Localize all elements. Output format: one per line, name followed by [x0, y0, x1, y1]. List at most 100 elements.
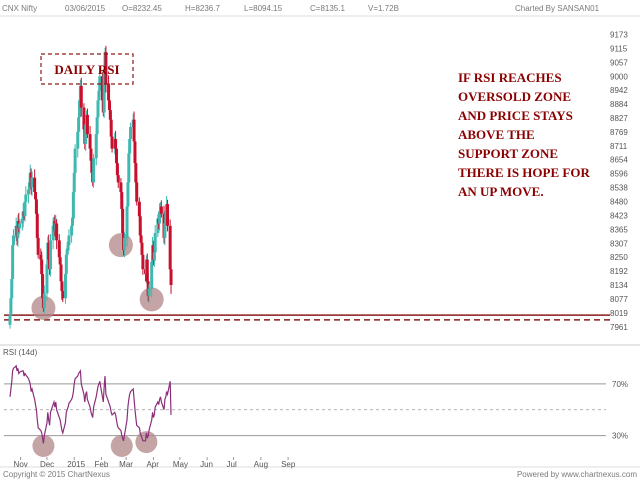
candle-body — [90, 160, 94, 173]
rsi-level-label: 30% — [612, 432, 628, 441]
month-tick-label: Feb — [95, 460, 109, 469]
candle-body — [18, 223, 22, 229]
candle-body — [51, 225, 55, 241]
price-axis: 9173 9115 9057 9000 8942 8884 8827 8769 8711 8654… — [610, 31, 628, 332]
candle-body — [109, 119, 113, 137]
candle-body — [8, 315, 12, 325]
candle-body — [66, 245, 70, 250]
candle-body — [70, 225, 74, 236]
price-tick-label: 8307 — [610, 239, 628, 248]
month-tick-label: Jul — [227, 460, 237, 469]
candle-body — [104, 52, 108, 84]
month-tick-label: Sep — [281, 460, 296, 469]
candle-body — [150, 262, 154, 289]
footer-powered: Powered by www.chartnexus.com — [517, 470, 637, 479]
candle-body — [137, 201, 141, 217]
candle-body — [129, 126, 133, 139]
candle-body — [33, 177, 37, 193]
daily-rsi-box — [40, 53, 134, 85]
annotation-line-1: IF RSI REACHES — [458, 70, 562, 85]
candle-body — [34, 199, 38, 214]
month-tick-label: Nov — [14, 460, 28, 469]
price-tick-label: 8019 — [610, 309, 628, 318]
annotation-line-4: ABOVE THE — [458, 127, 535, 142]
candle-body — [125, 206, 129, 238]
price-tick-label: 9000 — [610, 72, 628, 81]
rsi-highlight-circle — [32, 434, 55, 457]
candle-body — [57, 240, 61, 258]
rsi-level-label: 70% — [612, 380, 628, 389]
candle-body — [35, 213, 39, 238]
month-tick-label: Apr — [146, 460, 159, 469]
annotation-line-6: THERE IS HOPE FOR — [458, 165, 590, 180]
month-tick-label: 2015 — [67, 460, 85, 469]
price-tick-label: 8596 — [610, 170, 628, 179]
candle-body — [10, 278, 14, 299]
rsi-line — [9, 364, 172, 444]
candle-body — [96, 100, 100, 118]
candle-body — [115, 163, 119, 176]
rsi-highlight-circles — [32, 431, 158, 457]
x-axis: Nov Dec 2015 Feb Mar Apr May Jun Jul Aug Sep — [14, 457, 296, 469]
annotation-line-3: AND PRICE STAYS — [458, 108, 573, 123]
candle-body — [134, 163, 138, 183]
candle-body — [12, 235, 16, 246]
candle-body — [61, 290, 65, 299]
candle-body — [156, 218, 160, 234]
price-tick-label: 8942 — [610, 86, 628, 95]
candle-body — [58, 257, 62, 265]
rsi-label: RSI (14d) — [3, 348, 38, 357]
candle-body — [97, 90, 101, 101]
candle-body — [107, 100, 111, 111]
price-highlight-circle — [139, 287, 164, 312]
candle-body — [122, 237, 126, 250]
annotation-line-5: SUPPORT ZONE — [458, 146, 558, 161]
rsi-series — [9, 364, 172, 444]
candle-body — [127, 153, 131, 183]
price-tick-label: 8769 — [610, 128, 628, 137]
candle-body — [126, 182, 130, 207]
month-tick-label: May — [173, 460, 188, 469]
rsi-highlight-circle — [110, 434, 133, 457]
candle-body — [79, 85, 83, 108]
price-tick-label: 8711 — [610, 142, 628, 151]
candle-body — [92, 158, 96, 183]
candle-body — [45, 264, 49, 294]
candle-body — [47, 242, 51, 260]
candle-body — [169, 269, 173, 285]
candle-body — [158, 211, 162, 224]
candle-body — [138, 216, 142, 236]
candle-body — [85, 114, 89, 135]
candle-body — [20, 218, 24, 224]
candle-body — [95, 117, 99, 135]
candle-body — [145, 259, 149, 282]
candle-body — [128, 138, 132, 154]
candle-body — [141, 254, 145, 270]
candle-body — [48, 240, 52, 270]
footer-copyright: Copyright © 2015 ChartNexus — [3, 470, 110, 479]
candle-body — [88, 134, 92, 149]
candle-body — [30, 177, 34, 188]
candle-body — [159, 206, 163, 214]
annotation-line-2: OVERSOLD ZONE — [458, 89, 571, 104]
candle-body — [34, 192, 38, 200]
candle-body — [26, 189, 30, 195]
header-symbol: CNX Nifty — [2, 4, 37, 13]
price-tick-label: 9057 — [610, 59, 628, 68]
candle-body — [166, 204, 170, 226]
candle-body — [65, 249, 69, 255]
candle-body — [82, 107, 86, 130]
candle-body — [89, 148, 93, 161]
candle-body — [102, 71, 106, 113]
price-tick-label: 8192 — [610, 267, 628, 276]
support-lines — [4, 314, 610, 321]
price-tick-label: 9115 — [610, 45, 628, 54]
candle-body — [147, 288, 151, 296]
price-tick-label: 8250 — [610, 253, 628, 262]
header-close: C=8135.1 — [310, 4, 345, 13]
candle-body — [23, 201, 27, 217]
price-tick-label: 8827 — [610, 114, 628, 123]
candle-body — [139, 235, 143, 243]
candle-body — [121, 208, 125, 234]
candle-body — [11, 245, 15, 279]
